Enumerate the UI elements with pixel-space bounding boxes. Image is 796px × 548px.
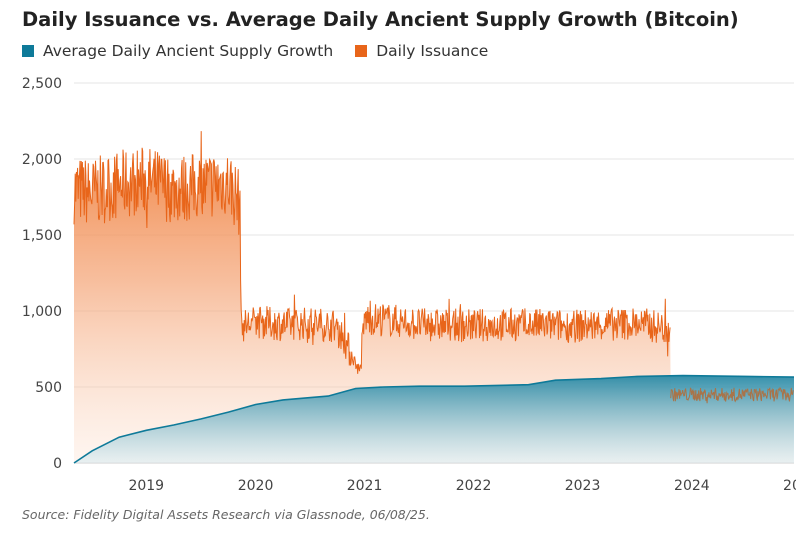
issuance-line <box>73 131 671 374</box>
y-tick-label: 2,000 <box>22 152 62 168</box>
y-axis: 0 500 1,000 1,500 2,000 2,500 <box>22 76 62 472</box>
plot-area <box>73 131 795 464</box>
legend-swatch-issuance <box>355 45 368 57</box>
chart-title: Daily Issuance vs. Average Daily Ancient… <box>22 8 739 31</box>
legend-item-ancient: Average Daily Ancient Supply Growth <box>22 42 333 60</box>
ancient-area <box>74 375 794 463</box>
legend-item-issuance: Daily Issuance <box>355 42 488 60</box>
legend: Average Daily Ancient Supply Growth Dail… <box>22 42 510 60</box>
y-tick-label: 1,000 <box>22 304 62 320</box>
x-axis: 2019 2020 2021 2022 2023 2024 2025 <box>128 478 796 494</box>
ancient-line <box>73 374 795 464</box>
y-tick-label: 1,500 <box>22 228 62 244</box>
legend-label-ancient: Average Daily Ancient Supply Growth <box>43 42 334 60</box>
legend-label-issuance: Daily Issuance <box>376 42 489 60</box>
x-tick-label: 2023 <box>565 478 601 494</box>
x-tick-label: 2019 <box>128 478 164 494</box>
source-note: Source: Fidelity Digital Assets Research… <box>22 507 430 522</box>
legend-swatch-ancient <box>22 45 34 57</box>
x-tick-label: 2021 <box>347 478 383 494</box>
x-tick-label: 2024 <box>674 478 710 494</box>
y-tick-label: 2,500 <box>22 76 62 92</box>
x-tick-label: 2025 <box>783 478 796 494</box>
x-tick-label: 2020 <box>238 478 274 494</box>
x-tick-label: 2022 <box>456 478 492 494</box>
y-tick-label: 0 <box>53 456 62 472</box>
issuance-line-post-halving <box>670 386 794 404</box>
y-tick-label: 500 <box>35 380 62 396</box>
